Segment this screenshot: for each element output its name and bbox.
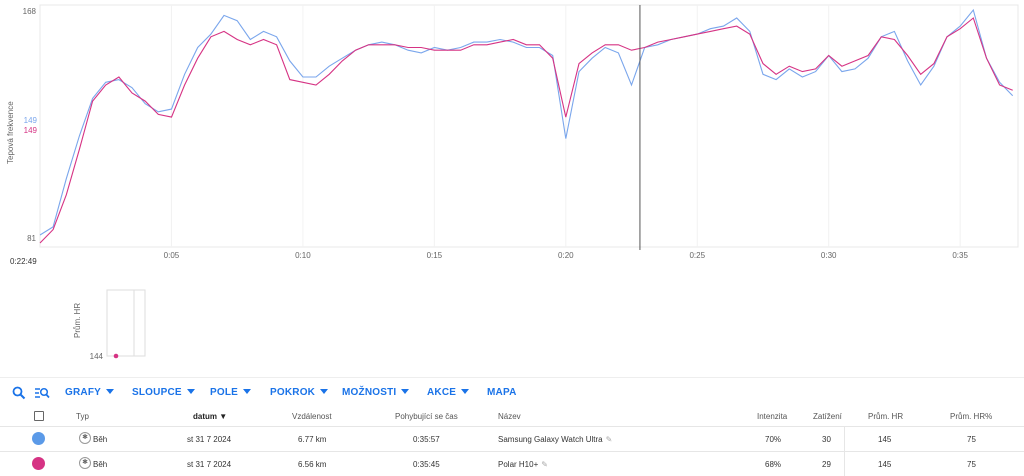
- select-all-checkbox[interactable]: [34, 411, 44, 421]
- plot-area: [39, 4, 1019, 248]
- search-icon[interactable]: [12, 386, 26, 400]
- cell-prum-hr-pct: 75: [967, 460, 976, 469]
- header-prum-hr[interactable]: Prům. HR: [868, 412, 904, 421]
- cell-intenzita: 70%: [765, 435, 782, 444]
- pole-menu[interactable]: POLE: [210, 387, 252, 398]
- mini-y-tick: 144: [90, 352, 104, 361]
- sloupce-label: SLOUPCE: [132, 387, 182, 398]
- x-tick-label: 0:15: [427, 251, 443, 260]
- akce-menu[interactable]: AKCE: [427, 387, 470, 398]
- running-icon: ✱: [79, 432, 91, 444]
- series-color-dot[interactable]: [32, 457, 45, 470]
- series-line-watch: [39, 8, 1014, 236]
- chevron-down-icon: [106, 389, 114, 394]
- pokrok-label: POKROK: [270, 387, 316, 398]
- running-icon: ✱: [79, 457, 91, 469]
- y-tick-min: 81: [27, 234, 36, 243]
- table-row[interactable]: ✱ Běh st 31 7 2024 6.77 km 0:35:57 Samsu…: [0, 427, 1024, 452]
- cursor-value-watch: 149: [24, 116, 38, 125]
- pencil-icon[interactable]: ✎: [541, 460, 548, 469]
- header-intenzita[interactable]: Intenzita: [757, 412, 788, 421]
- y-axis-label: Tepová frekvence: [6, 101, 15, 164]
- cell-datum: st 31 7 2024: [187, 460, 232, 469]
- avg-hr-mini-chart: Prům. HR 144: [73, 289, 146, 361]
- moznosti-label: MOŽNOSTI: [342, 387, 397, 398]
- cell-intenzita: 68%: [765, 460, 782, 469]
- activity-name: Samsung Galaxy Watch Ultra: [498, 435, 603, 444]
- cursor-value-polar: 149: [24, 126, 38, 135]
- pencil-icon[interactable]: ✎: [605, 435, 613, 444]
- sloupce-menu[interactable]: SLOUPCE: [132, 387, 195, 398]
- cell-prum-hr: 145: [878, 435, 892, 444]
- grafy-label: GRAFY: [65, 387, 101, 398]
- cell-datum: st 31 7 2024: [187, 435, 232, 444]
- x-tick-label: 0:30: [821, 251, 837, 260]
- activity-name: Polar H10+: [498, 460, 539, 469]
- x-grid: [170, 5, 961, 247]
- moznosti-menu[interactable]: MOŽNOSTI: [342, 387, 410, 398]
- x-tick-label: 0:10: [295, 251, 311, 260]
- akce-label: AKCE: [427, 387, 457, 398]
- x-tick-label: 0:20: [558, 251, 574, 260]
- pole-label: POLE: [210, 387, 239, 398]
- cell-cas: 0:35:45: [413, 460, 440, 469]
- header-datum[interactable]: datum ▼: [193, 412, 228, 421]
- cursor-time-label: 0:22:49: [10, 257, 37, 266]
- x-tick-label: 0:35: [952, 251, 968, 260]
- chevron-down-icon: [320, 389, 329, 394]
- table-header: Typ datum ▼ Vzdálenost Pohybující se čas…: [0, 406, 1024, 427]
- cell-nazev[interactable]: Samsung Galaxy Watch Ultra ✎: [498, 435, 612, 444]
- chevron-down-icon: [401, 389, 410, 394]
- cell-typ: Běh: [93, 435, 108, 444]
- mini-data-point: [113, 353, 119, 359]
- series-color-dot[interactable]: [32, 432, 45, 445]
- cell-prum-hr-pct: 75: [967, 435, 976, 444]
- x-tick-label: 0:05: [164, 251, 180, 260]
- chevron-down-icon: [186, 389, 195, 394]
- header-cas[interactable]: Pohybující se čas: [395, 412, 458, 421]
- header-zatizeni[interactable]: Zatížení: [813, 412, 842, 421]
- cell-typ: Běh: [93, 460, 108, 469]
- cell-vzdalenost: 6.77 km: [298, 435, 327, 444]
- x-ticks: 0:05 0:10 0:15 0:20 0:25 0:30 0:35: [164, 251, 969, 260]
- column-divider: [844, 426, 845, 476]
- y-tick-max: 168: [23, 7, 37, 16]
- chevron-down-icon: [461, 389, 470, 394]
- mini-plot-area: [106, 289, 146, 357]
- cell-vzdalenost: 6.56 km: [298, 460, 327, 469]
- toolbar: GRAFY SLOUPCE POLE POKROK MOŽNOSTI AKCE …: [0, 377, 1024, 408]
- grafy-menu[interactable]: GRAFY: [65, 387, 114, 398]
- header-nazev[interactable]: Název: [498, 412, 521, 421]
- cell-prum-hr: 145: [878, 460, 892, 469]
- x-tick-label: 0:25: [689, 251, 705, 260]
- chevron-down-icon: [243, 389, 252, 394]
- header-typ[interactable]: Typ: [76, 412, 89, 421]
- mapa-link[interactable]: MAPA: [487, 387, 517, 398]
- pokrok-menu[interactable]: POKROK: [270, 387, 329, 398]
- cell-cas: 0:35:57: [413, 435, 440, 444]
- header-vzdalenost[interactable]: Vzdálenost: [292, 412, 332, 421]
- mapa-label: MAPA: [487, 387, 517, 398]
- cell-zatizeni: 29: [822, 460, 831, 469]
- table-row[interactable]: ✱ Běh st 31 7 2024 6.56 km 0:35:45 Polar…: [0, 452, 1024, 476]
- heart-rate-chart[interactable]: 168 81 Tepová frekvence 149 149 0:05 0:10…: [0, 0, 1024, 270]
- series-line-polar: [39, 17, 1013, 244]
- cell-zatizeni: 30: [822, 435, 831, 444]
- filter-search-icon[interactable]: [34, 386, 50, 400]
- cell-nazev[interactable]: Polar H10+ ✎: [498, 460, 548, 469]
- header-prum-hr-pct[interactable]: Prům. HR%: [950, 412, 993, 421]
- mini-y-label: Prům. HR: [73, 303, 82, 338]
